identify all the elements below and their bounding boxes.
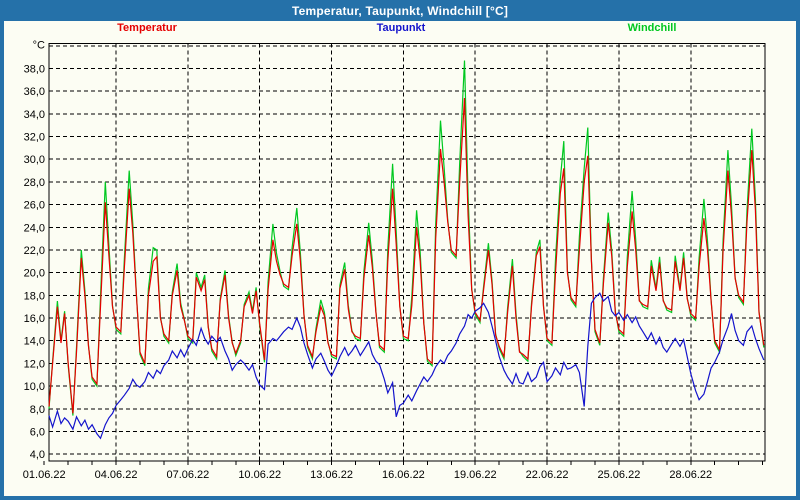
y-axis-unit: °C [33, 40, 45, 52]
svg-text:10,0: 10,0 [24, 381, 45, 393]
svg-text:04.06.22: 04.06.22 [95, 469, 138, 481]
svg-text:16,0: 16,0 [24, 313, 45, 325]
x-axis-labels: 01.06.22 04.06.22 07.06.22 10.06.22 13.06.22… [23, 469, 712, 481]
series-windchill [48, 60, 765, 416]
svg-text:20,0: 20,0 [24, 268, 45, 280]
svg-text:19.06.22: 19.06.22 [454, 469, 497, 481]
title-bar: Temperatur, Taupunkt, Windchill [°C] [4, 0, 796, 21]
svg-text:25.06.22: 25.06.22 [598, 469, 641, 481]
svg-text:01.06.22: 01.06.22 [23, 469, 66, 481]
svg-text:36,0: 36,0 [24, 86, 45, 98]
svg-text:30,0: 30,0 [24, 154, 45, 166]
svg-text:4,0: 4,0 [30, 449, 45, 461]
legend-item-taupunkt: Taupunkt [376, 22, 426, 34]
svg-text:10.06.22: 10.06.22 [238, 469, 281, 481]
svg-text:38,0: 38,0 [24, 63, 45, 75]
svg-text:18,0: 18,0 [24, 290, 45, 302]
svg-text:28.06.22: 28.06.22 [669, 469, 712, 481]
svg-text:13.06.22: 13.06.22 [310, 469, 353, 481]
svg-text:26,0: 26,0 [24, 200, 45, 212]
svg-text:32,0: 32,0 [24, 132, 45, 144]
svg-text:22.06.22: 22.06.22 [526, 469, 569, 481]
svg-text:28,0: 28,0 [24, 177, 45, 189]
svg-text:6,0: 6,0 [30, 427, 45, 439]
svg-text:34,0: 34,0 [24, 109, 45, 121]
svg-text:14,0: 14,0 [24, 336, 45, 348]
y-axis-labels: 38,0 36,0 34,0 32,0 30,0 28,0 26,0 24,0 22,0 20,0… [24, 40, 45, 462]
svg-text:24,0: 24,0 [24, 222, 45, 234]
svg-text:8,0: 8,0 [30, 404, 45, 416]
window-title: Temperatur, Taupunkt, Windchill [°C] [291, 3, 509, 18]
legend-item-temperatur: Temperatur [117, 22, 177, 34]
legend-item-windchill: Windchill [627, 22, 677, 34]
svg-text:16.06.22: 16.06.22 [382, 469, 425, 481]
svg-text:22,0: 22,0 [24, 245, 45, 257]
series-taupunkt [48, 292, 765, 440]
series-temperatur [48, 97, 765, 414]
axes-frame [43, 43, 766, 465]
svg-text:07.06.22: 07.06.22 [166, 469, 209, 481]
svg-text:12,0: 12,0 [24, 358, 45, 370]
